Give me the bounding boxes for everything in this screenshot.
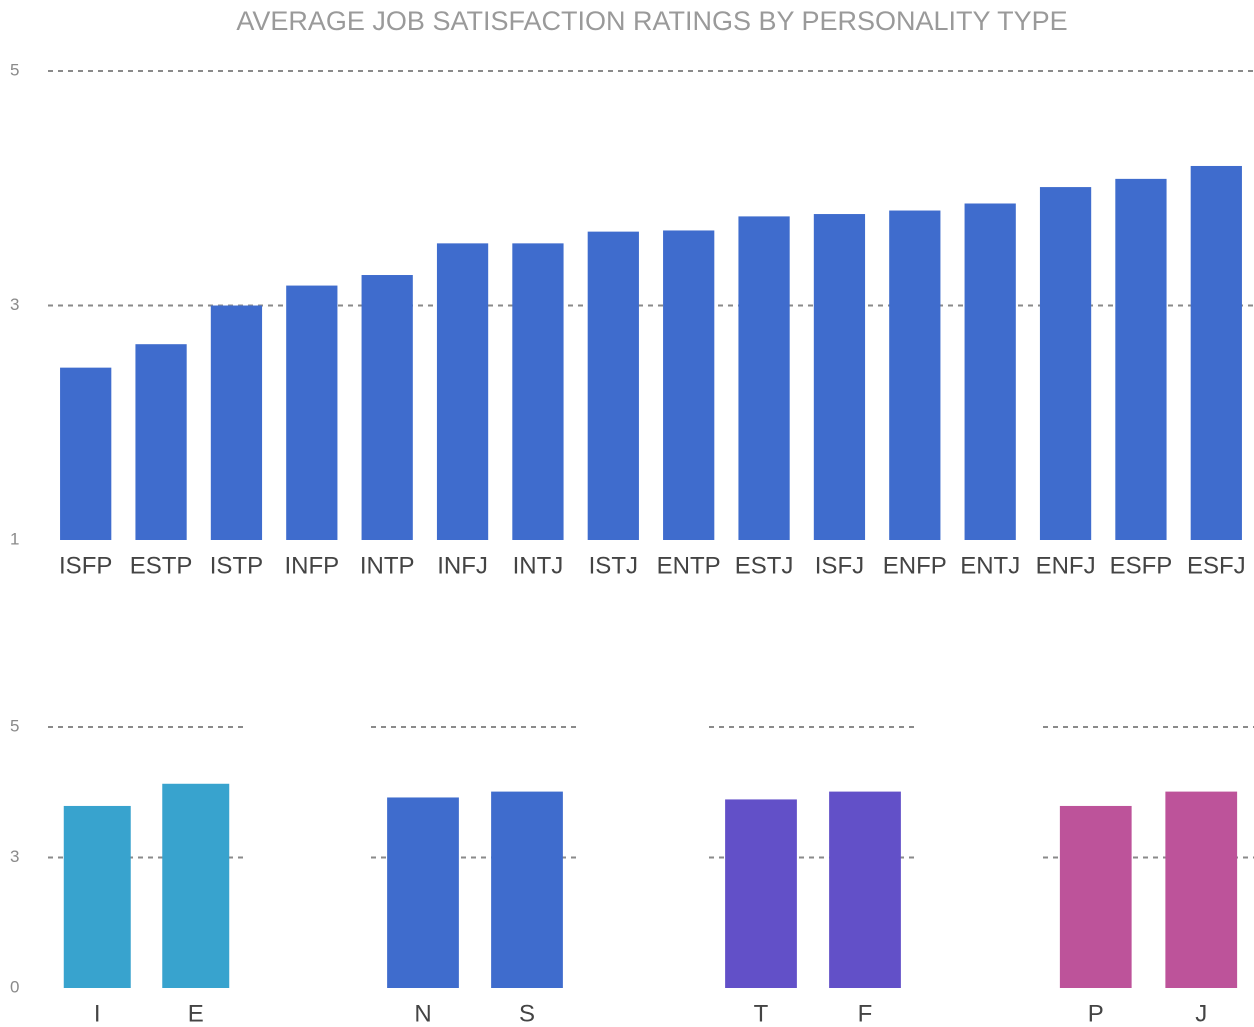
bar <box>889 210 941 540</box>
y-tick-label: 3 <box>10 295 19 314</box>
x-tick-label: F <box>858 1000 873 1027</box>
bar <box>387 797 459 988</box>
chart-title: AVERAGE JOB SATISFACTION RATINGS BY PERS… <box>236 6 1067 36</box>
bar <box>663 230 715 540</box>
bar <box>1039 187 1092 540</box>
bar <box>135 344 187 540</box>
bar <box>964 203 1016 540</box>
bar <box>60 367 112 540</box>
bar <box>587 231 639 540</box>
bar <box>512 243 564 541</box>
y-tick-label: 3 <box>10 847 19 866</box>
x-tick-label: ESFJ <box>1187 552 1246 579</box>
x-tick-label: T <box>754 1000 769 1027</box>
bar <box>725 799 797 988</box>
y-tick-label: 1 <box>10 529 19 548</box>
x-tick-label: ENTP <box>657 552 721 579</box>
x-tick-label: ISTJ <box>589 552 638 579</box>
bar <box>436 243 489 541</box>
x-tick-label: N <box>414 1000 431 1027</box>
bar <box>829 791 901 988</box>
x-tick-label: I <box>94 1000 101 1027</box>
x-tick-label: E <box>188 1000 204 1027</box>
x-tick-label: ESTP <box>130 552 193 579</box>
x-tick-label: S <box>519 1000 535 1027</box>
bar <box>1059 805 1132 988</box>
bar <box>738 216 790 540</box>
x-tick-label: ENTJ <box>960 552 1020 579</box>
bar <box>286 285 338 540</box>
bar <box>813 214 866 541</box>
y-tick-label: 0 <box>10 977 19 996</box>
x-tick-label: ENFP <box>883 552 947 579</box>
y-tick-label: 5 <box>10 60 19 79</box>
bar <box>361 275 413 540</box>
x-tick-label: INFJ <box>437 552 488 579</box>
bar <box>1115 178 1167 540</box>
x-tick-label: INFP <box>284 552 339 579</box>
x-tick-label: ISFJ <box>815 552 864 579</box>
y-tick-label: 5 <box>10 716 19 735</box>
bar <box>63 805 131 988</box>
bar <box>210 305 263 540</box>
bar <box>162 783 230 988</box>
x-tick-label: INTJ <box>513 552 564 579</box>
x-tick-label: ENFJ <box>1036 552 1096 579</box>
x-tick-label: J <box>1195 1000 1207 1027</box>
x-tick-label: ESFP <box>1110 552 1173 579</box>
bar <box>1190 165 1242 540</box>
x-tick-label: INTP <box>360 552 415 579</box>
x-tick-label: ISFP <box>59 552 112 579</box>
bar <box>1165 791 1238 988</box>
bar <box>491 791 563 988</box>
x-tick-label: ISTP <box>210 552 263 579</box>
x-tick-label: P <box>1088 1000 1104 1027</box>
x-tick-label: ESTJ <box>735 552 794 579</box>
